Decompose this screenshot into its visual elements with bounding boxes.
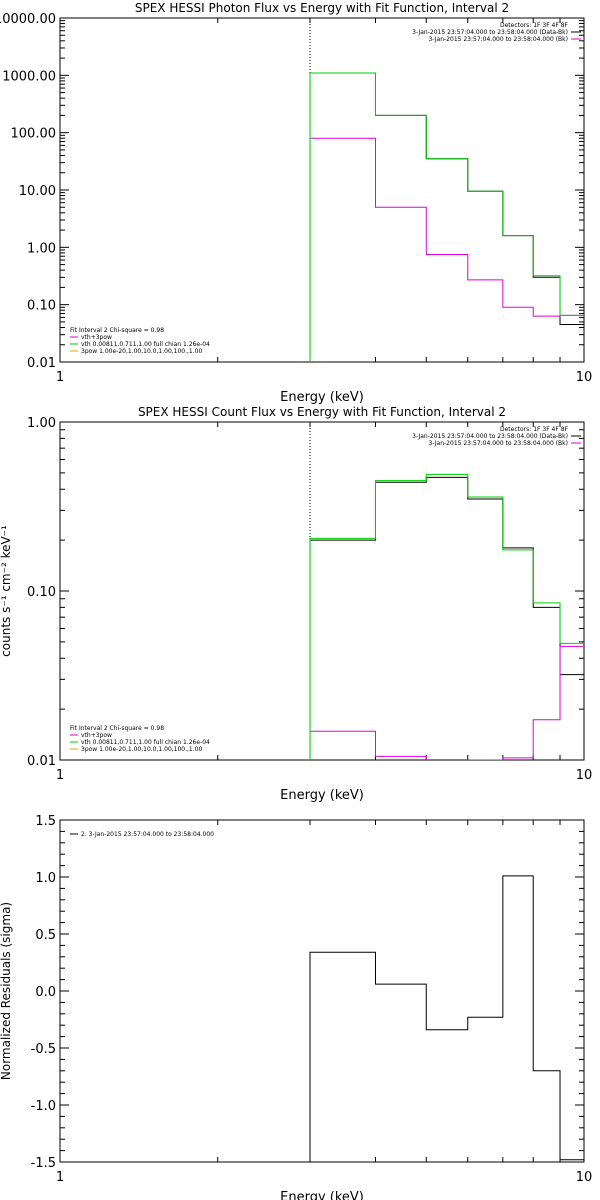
- data-series-group: [309, 875, 584, 1162]
- y-tick-label: 0.10: [27, 585, 56, 600]
- y-tick-label: 0.5: [35, 928, 56, 943]
- data-series-group: [309, 473, 584, 760]
- x-tick-label: 10: [576, 370, 593, 385]
- detector-header-line: 3-Jan-2015 23:57:04.000 to 23:58:04.000 …: [412, 29, 568, 36]
- detector-header-line: Detectors: 1F 3F 4F 8F: [500, 22, 569, 29]
- series-line-bk: [309, 137, 584, 362]
- detector-header-line: Detectors: 1F 3F 4F 8F: [500, 426, 569, 433]
- y-tick-label: 1.00: [27, 416, 56, 431]
- series-line-vth-3pow: [309, 473, 584, 760]
- fit-legend-entry: vth 0.00811,0.711,1.00 full chian 1.26e-…: [81, 739, 210, 746]
- y-tick-label: 1.00: [27, 241, 56, 256]
- x-axis-label: Energy (keV): [280, 788, 364, 803]
- x-tick-label: 1: [56, 768, 64, 783]
- plot-frame: [59, 819, 585, 1163]
- chart-title: SPEX HESSI Count Flux vs Energy with Fit…: [138, 405, 506, 419]
- fit-legend-entry: Fit Interval 2 Chi-square = 0.98: [70, 327, 164, 334]
- x-axis-label: Energy (keV): [280, 1190, 364, 1200]
- y-axis-label: counts s⁻¹ cm⁻² keV⁻¹: [0, 525, 13, 657]
- y-tick-label: 10.00: [19, 184, 56, 199]
- chart-panel-3: 1 10 Energy (keV) -1.5 -1.0 -0.5 0.0 0.5 1.0 1.5 N…: [0, 814, 592, 1200]
- chart-panel-1: SPEX HESSI Photon Flux vs Energy with Fi…: [0, 1, 592, 405]
- y-tick-label: 0.01: [27, 754, 56, 769]
- fit-legend-entry: 3pow 1.00e-20,1.00,10.0,1.00,100.,1.00: [81, 746, 202, 753]
- chart-panel-2: SPEX HESSI Count Flux vs Energy with Fit…: [0, 405, 592, 803]
- y-tick-label: 1.0: [35, 871, 56, 886]
- x-axis-label: Energy (keV): [280, 390, 364, 405]
- y-tick-label: 0.01: [27, 356, 56, 371]
- x-tick-label: 1: [56, 1170, 64, 1185]
- y-tick-label: 1000.00: [2, 69, 56, 84]
- series-line-data-bk: [309, 476, 584, 760]
- y-tick-label: 10000.00: [0, 12, 56, 27]
- x-tick-label: 10: [576, 1170, 593, 1185]
- plot-frame: [59, 421, 585, 761]
- fit-legend-entry: vth+3pow: [81, 334, 112, 341]
- y-tick-label: -1.0: [31, 1099, 56, 1114]
- x-tick-label: 1: [56, 370, 64, 385]
- y-tick-label: 0.0: [35, 985, 56, 1000]
- series-line-vth-3pow: [309, 72, 584, 362]
- chart-title: SPEX HESSI Photon Flux vs Energy with Fi…: [135, 1, 509, 15]
- fit-legend-entry: 3pow 1.00e-20,1.00,10.0,1.00,100.,1.00: [81, 348, 202, 355]
- detector-header-line: 3-Jan-2015 23:57:04.000 to 23:58:04.000 …: [428, 440, 568, 447]
- y-tick-label: -0.5: [31, 1042, 56, 1057]
- series-line-0: [309, 875, 584, 1162]
- data-series-group: [309, 72, 584, 362]
- y-tick-label: 100.00: [11, 127, 57, 142]
- y-tick-label: 0.10: [27, 299, 56, 314]
- y-tick-label: -1.5: [31, 1156, 56, 1171]
- plot-frame: [59, 17, 585, 363]
- series-line-bk: [309, 645, 584, 760]
- detector-header-line: 3-Jan-2015 23:57:04.000 to 23:58:04.000 …: [428, 36, 568, 43]
- fit-legend-entry: Fit Interval 2 Chi-square = 0.98: [70, 725, 164, 732]
- x-tick-label: 10: [576, 768, 593, 783]
- y-axis-label: Normalized Residuals (sigma): [0, 902, 13, 1080]
- fit-legend-entry: vth+3pow: [81, 732, 112, 739]
- detector-header-line: 3-Jan-2015 23:57:04.000 to 23:58:04.000 …: [412, 433, 568, 440]
- fit-legend-entry: 2. 3-Jan-2015 23:57:04.000 to 23:58:04.0…: [81, 831, 214, 838]
- fit-legend-entry: vth 0.00811,0.711,1.00 full chian 1.26e-…: [81, 341, 210, 348]
- series-line-data-bk: [309, 72, 584, 362]
- y-tick-label: 1.5: [35, 814, 56, 829]
